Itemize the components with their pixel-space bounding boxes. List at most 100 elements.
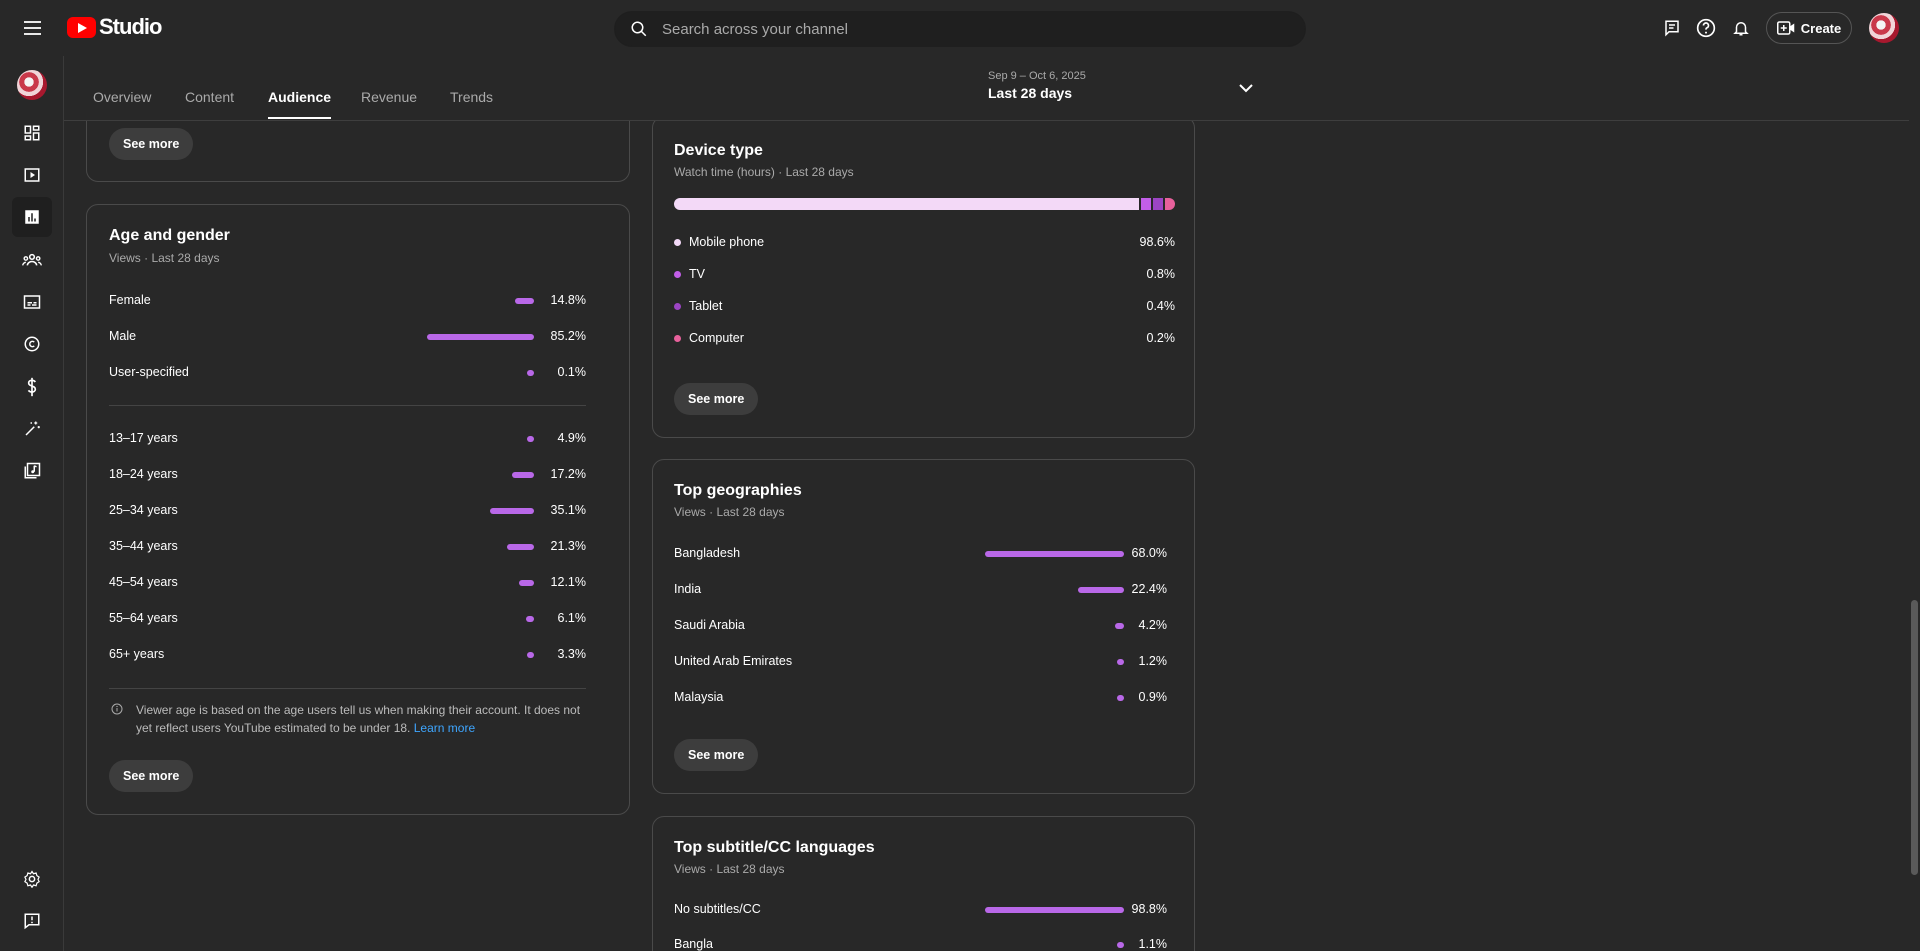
info-icon (111, 703, 123, 715)
list-item: Male 85.2% (109, 327, 586, 347)
list-item: Tablet 0.4% (674, 297, 1175, 317)
item-value: 0.9% (1138, 690, 1168, 704)
item-value: 4.2% (1138, 618, 1168, 632)
value-bar (1115, 623, 1124, 629)
see-more-button[interactable]: See more (109, 128, 194, 160)
item-label: User-specified (109, 365, 189, 379)
list-item: 35–44 years 21.3% (109, 537, 586, 557)
earn-icon[interactable] (12, 367, 52, 407)
top-subtitles-card: Top subtitle/CC languages Views · Last 2… (652, 816, 1195, 951)
see-more-button[interactable]: See more (674, 739, 759, 771)
value-bar (1117, 942, 1124, 948)
send-feedback-icon[interactable] (12, 901, 52, 941)
value-bar (985, 907, 1124, 913)
menu-icon[interactable] (20, 15, 46, 41)
community-icon[interactable] (12, 240, 52, 280)
list-item: Bangladesh 68.0% (674, 544, 1167, 564)
see-more-button[interactable]: See more (674, 383, 759, 415)
top-bar: Studio Create (0, 0, 1920, 56)
notifications-icon[interactable] (1729, 16, 1753, 40)
item-label: Female (109, 293, 151, 307)
device-segment (1141, 198, 1151, 210)
card-title: Device type (674, 142, 763, 159)
logo-text: Studio (99, 14, 162, 39)
item-value: 3.3% (557, 647, 587, 661)
list-item: Saudi Arabia 4.2% (674, 616, 1167, 636)
legend-dot (674, 239, 681, 246)
item-value: 0.2% (1146, 331, 1176, 345)
item-label: 65+ years (109, 647, 165, 661)
age-gender-card: Age and gender Views · Last 28 days Fema… (86, 204, 630, 815)
content-icon[interactable] (12, 155, 52, 195)
date-range-period: Last 28 days (988, 85, 1073, 101)
card-title: Top subtitle/CC languages (674, 839, 875, 856)
card-title: Top geographies (674, 482, 802, 499)
value-bar (1117, 695, 1124, 701)
item-label: Saudi Arabia (674, 618, 745, 632)
search-icon (631, 21, 647, 37)
list-item: Female 14.8% (109, 291, 586, 311)
value-bar (526, 616, 534, 622)
account-avatar[interactable] (1869, 13, 1899, 43)
settings-icon[interactable] (12, 859, 52, 899)
item-label: No subtitles/CC (674, 902, 761, 916)
learn-more-link[interactable]: Learn more (413, 721, 476, 735)
card-title: Age and gender (109, 227, 230, 244)
create-icon (1776, 21, 1795, 35)
list-item: 65+ years 3.3% (109, 645, 586, 665)
list-item: 18–24 years 17.2% (109, 465, 586, 485)
item-label: 55–64 years (109, 611, 178, 625)
value-bar (985, 551, 1124, 557)
tab-audience[interactable]: Audience (268, 89, 332, 119)
age-info-note: Viewer age is based on the age users tel… (136, 701, 596, 737)
chevron-down-icon (1239, 84, 1253, 93)
tab-revenue[interactable]: Revenue (361, 89, 418, 105)
feedback-icon[interactable] (1660, 16, 1684, 40)
item-value: 4.9% (557, 431, 587, 445)
device-stacked-bar (674, 198, 1175, 210)
search-bar[interactable] (614, 11, 1306, 47)
item-label: 25–34 years (109, 503, 178, 517)
item-label: Malaysia (674, 690, 724, 704)
copyright-icon[interactable] (12, 324, 52, 364)
list-item: 13–17 years 4.9% (109, 429, 586, 449)
search-input[interactable] (662, 20, 1262, 38)
channel-avatar[interactable] (17, 70, 47, 100)
card-subtitle: Views · Last 28 days (674, 862, 785, 876)
list-item: 25–34 years 35.1% (109, 501, 586, 521)
card-subtitle: Watch time (hours) · Last 28 days (674, 165, 854, 179)
value-bar (527, 370, 534, 376)
see-more-button[interactable]: See more (109, 760, 194, 792)
help-icon[interactable] (1694, 16, 1718, 40)
item-label: Computer (689, 331, 744, 345)
audio-library-icon[interactable] (12, 451, 52, 491)
item-value: 21.3% (550, 539, 586, 553)
list-item: Mobile phone 98.6% (674, 233, 1175, 253)
tab-content[interactable]: Content (185, 89, 235, 105)
divider (109, 405, 586, 406)
value-bar (490, 508, 534, 514)
subtitles-icon[interactable] (12, 282, 52, 322)
customization-icon[interactable] (12, 409, 52, 449)
list-item: User-specified 0.1% (109, 363, 586, 383)
studio-logo[interactable]: Studio (67, 14, 162, 40)
legend-dot (674, 303, 681, 310)
list-item: India 22.4% (674, 580, 1167, 600)
youtube-logo-icon (67, 16, 96, 38)
value-bar (527, 652, 534, 658)
analytics-icon[interactable] (12, 197, 52, 237)
divider (109, 688, 586, 689)
date-range-picker[interactable]: Sep 9 – Oct 6, 2025 Last 28 days (988, 70, 1258, 110)
legend-dot (674, 271, 681, 278)
legend-dot (674, 335, 681, 342)
item-value: 22.4% (1131, 582, 1167, 596)
page-scrollbar[interactable] (1911, 600, 1918, 875)
list-item: United Arab Emirates 1.2% (674, 652, 1167, 672)
dashboard-icon[interactable] (12, 113, 52, 153)
tab-overview[interactable]: Overview (93, 89, 152, 105)
create-button[interactable]: Create (1766, 12, 1852, 44)
item-label: Male (109, 329, 137, 343)
item-value: 98.6% (1139, 235, 1175, 249)
list-item: No subtitles/CC 98.8% (674, 900, 1167, 920)
tab-trends[interactable]: Trends (450, 89, 494, 105)
